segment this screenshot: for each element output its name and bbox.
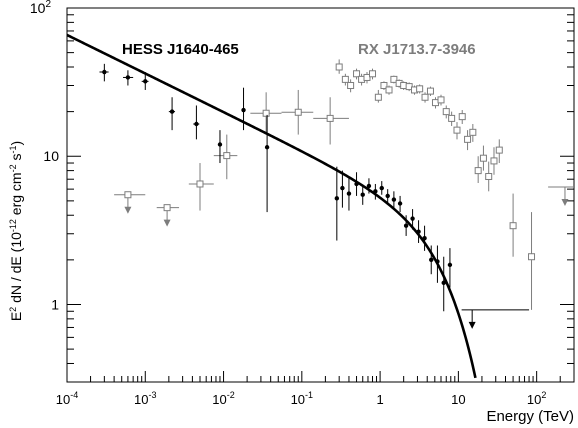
rx-point bbox=[294, 108, 302, 116]
hess-point bbox=[379, 185, 384, 191]
hess-point bbox=[334, 196, 340, 201]
x-tick-label: 10-1 bbox=[291, 390, 313, 407]
y-tick-label: 10 bbox=[43, 148, 59, 164]
x-tick-label: 102 bbox=[527, 390, 546, 407]
hess-point bbox=[102, 69, 107, 75]
rx-point bbox=[495, 146, 503, 154]
hess-point bbox=[391, 197, 397, 202]
hess-point bbox=[340, 185, 345, 191]
rx-point bbox=[416, 85, 424, 93]
hess-point bbox=[217, 142, 223, 147]
rx-point bbox=[509, 222, 517, 230]
rx-point bbox=[448, 114, 456, 122]
rx-point bbox=[437, 96, 445, 104]
rx-point bbox=[223, 152, 231, 160]
hess-point bbox=[385, 193, 390, 199]
rx-point bbox=[196, 180, 204, 188]
rx-point bbox=[474, 167, 482, 175]
rx-ul-arrow bbox=[163, 219, 171, 227]
hess-point bbox=[429, 257, 434, 263]
hess-point bbox=[194, 121, 199, 127]
y-axis-label: E2 dN / dE (10-12 erg cm-2 s-1) bbox=[8, 141, 24, 321]
model-curve bbox=[66, 33, 477, 379]
hess-point bbox=[264, 145, 270, 150]
rx-series bbox=[114, 59, 574, 310]
rx-point bbox=[453, 126, 461, 134]
hess-point bbox=[241, 107, 246, 113]
y-label-exp-sup: -12 bbox=[8, 219, 18, 232]
rx-point bbox=[385, 86, 393, 94]
hess-point bbox=[143, 79, 148, 84]
y-tick-label: 1 bbox=[51, 296, 59, 312]
x-tick-label: 10-3 bbox=[134, 390, 156, 407]
hess-point bbox=[397, 201, 403, 206]
y-label-unit-b-sup: -1 bbox=[8, 145, 18, 153]
rx-point bbox=[485, 173, 493, 181]
rx-point bbox=[374, 93, 382, 101]
rx-point bbox=[262, 109, 270, 117]
rx-point bbox=[369, 70, 377, 78]
y-label-base: E bbox=[8, 312, 24, 321]
y-label-unit-b: s bbox=[8, 154, 24, 165]
svg-text:E2 dN / dE (10-12 erg cm-2 s-1: E2 dN / dE (10-12 erg cm-2 s-1) bbox=[8, 141, 24, 321]
hess-point bbox=[447, 262, 453, 268]
y-tick-label: 102 bbox=[30, 0, 52, 16]
hess-point bbox=[125, 75, 131, 80]
hess-point bbox=[169, 109, 175, 114]
rx-point bbox=[426, 87, 434, 95]
x-tick-label: 1 bbox=[376, 392, 383, 407]
rx-point bbox=[380, 82, 388, 90]
rx-point bbox=[442, 108, 450, 116]
rx-point bbox=[469, 128, 477, 136]
series-label-rx: RX J1713.7-3946 bbox=[358, 41, 476, 58]
rx-point bbox=[458, 113, 466, 121]
axis-ticks bbox=[66, 7, 575, 383]
hess-series bbox=[99, 63, 530, 329]
rx-point bbox=[347, 82, 355, 90]
x-tick-label: 10-4 bbox=[56, 390, 78, 407]
hess-point bbox=[366, 183, 372, 189]
x-axis-label: Energy (TeV) bbox=[486, 408, 574, 425]
rx-ul-point bbox=[124, 191, 132, 199]
y-label-rest: dN / dE (10 bbox=[8, 232, 24, 307]
y-label-unit-a-sup: -2 bbox=[8, 164, 18, 172]
hess-ul-arrow bbox=[468, 321, 476, 329]
y-label-unit-a: erg cm bbox=[8, 172, 24, 219]
axis-labels: 10-4 10-3 10-2 10-1 1 10 102 1 10 102 bbox=[30, 0, 547, 407]
rx-point bbox=[363, 73, 371, 81]
series-label-hess: HESS J1640-465 bbox=[122, 41, 239, 58]
rx-point bbox=[421, 93, 429, 101]
y-label-base-sup: 2 bbox=[8, 307, 18, 312]
hess-point bbox=[403, 223, 409, 228]
rx-ul-arrow bbox=[561, 199, 569, 207]
hess-point bbox=[410, 216, 415, 221]
rx-ul-arrow bbox=[124, 206, 132, 214]
rx-point bbox=[490, 157, 498, 165]
rx-point bbox=[341, 75, 349, 83]
rx-point bbox=[479, 154, 487, 162]
rx-point bbox=[326, 114, 334, 122]
x-tick-label: 10 bbox=[451, 392, 465, 407]
rx-ul-point bbox=[163, 204, 171, 212]
rx-point bbox=[528, 253, 536, 261]
model-curve-group bbox=[66, 33, 477, 379]
plot-area-border bbox=[66, 7, 575, 383]
y-label-close: ) bbox=[8, 141, 24, 146]
rx-point bbox=[464, 135, 472, 143]
rx-point bbox=[335, 63, 343, 71]
hess-point bbox=[346, 191, 352, 196]
rx-point bbox=[390, 75, 398, 83]
hess-point bbox=[360, 192, 365, 197]
rx-point bbox=[353, 70, 361, 78]
x-tick-label: 10-2 bbox=[212, 390, 234, 407]
plot-frame bbox=[66, 7, 575, 383]
